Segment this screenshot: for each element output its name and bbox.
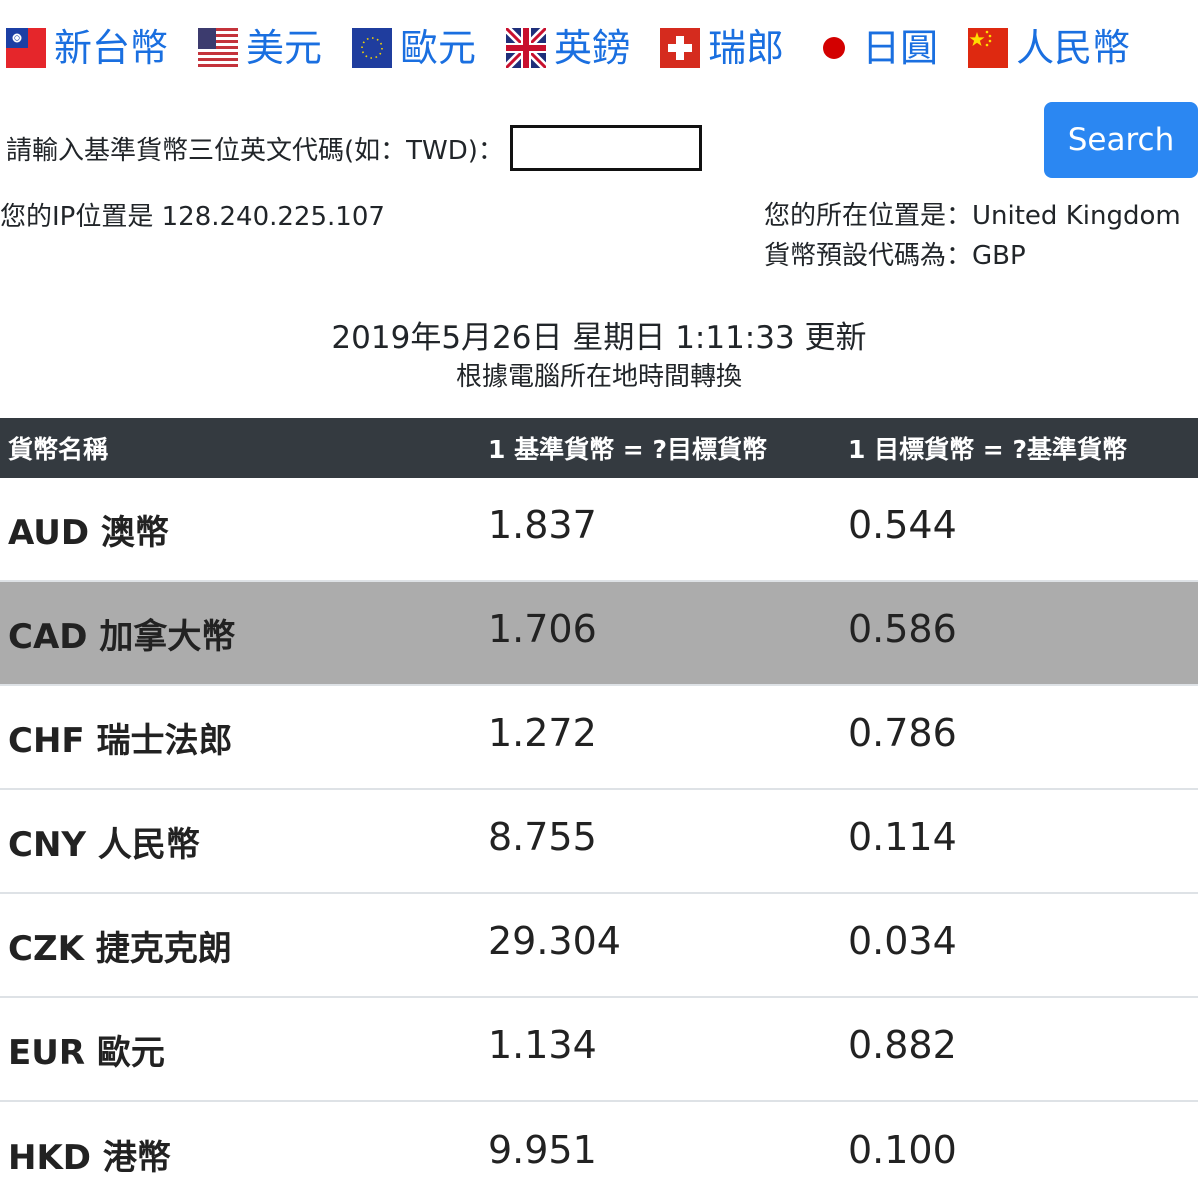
currency-name: CZK 捷克克朗 [8, 928, 232, 969]
column-header-currency: 貨幣名稱 [8, 435, 109, 464]
target-to-base-rate: 0.586 [848, 607, 957, 651]
nav-item-eur[interactable]: 歐元 [352, 22, 476, 74]
base-to-target-rate: 1.706 [488, 607, 597, 651]
swiss-flag-icon [660, 28, 701, 68]
nav-label: 瑞郎 [708, 26, 785, 70]
currency-name: AUD 澳幣 [8, 512, 169, 553]
base-to-target-rate: 1.134 [488, 1023, 597, 1067]
column-header-target-to-base: 1 目標貨幣 = ?基準貨幣 [848, 435, 1127, 464]
base-to-target-rate: 1.272 [488, 711, 597, 755]
base-to-target-rate: 9.951 [488, 1128, 597, 1172]
nav-item-gbp[interactable]: 英鎊 [506, 22, 630, 74]
search-row: 請輸入基準貨幣三位英文代碼(如：TWD)： [6, 122, 702, 174]
target-to-base-rate: 0.882 [848, 1023, 957, 1067]
table-row[interactable]: EUR 歐元 1.134 0.882 [0, 998, 1198, 1102]
base-to-target-rate: 29.304 [488, 919, 621, 963]
location-text: 您的所在位置是：United Kingdom [764, 201, 1181, 231]
search-button[interactable]: Search [1044, 102, 1198, 178]
target-to-base-rate: 0.100 [848, 1128, 957, 1172]
table-row[interactable]: CNY 人民幣 8.755 0.114 [0, 790, 1198, 894]
location-info: 您的所在位置是：United Kingdom 貨幣預設代碼為：GBP [764, 196, 1181, 276]
currency-nav: 新台幣 美元 [6, 22, 1160, 74]
table-row[interactable]: CAD 加拿大幣 1.706 0.586 [0, 582, 1198, 686]
nav-item-usd[interactable]: 美元 [198, 22, 322, 74]
currency-name: CAD 加拿大幣 [8, 616, 236, 657]
currency-name: CNY 人民幣 [8, 824, 200, 865]
china-flag-icon [968, 28, 1009, 68]
target-to-base-rate: 0.544 [848, 503, 957, 547]
nav-label: 日圓 [862, 26, 939, 70]
target-to-base-rate: 0.786 [848, 711, 957, 755]
default-code-text: 貨幣預設代碼為：GBP [764, 241, 1026, 271]
ip-address-text: 您的IP位置是 128.240.225.107 [0, 202, 385, 232]
update-timestamp: 2019年5月26日 星期日 1:11:33 更新 [331, 320, 867, 356]
base-to-target-rate: 1.837 [488, 503, 597, 547]
uk-flag-icon [506, 28, 547, 68]
base-to-target-rate: 8.755 [488, 815, 597, 859]
table-header: 貨幣名稱 1 基準貨幣 = ?目標貨幣 1 目標貨幣 = ?基準貨幣 [0, 418, 1198, 478]
currency-name: HKD 港幣 [8, 1137, 171, 1178]
nav-item-cny[interactable]: 人民幣 [968, 22, 1130, 74]
nav-item-chf[interactable]: 瑞郎 [660, 22, 784, 74]
table-row[interactable]: CHF 瑞士法郎 1.272 0.786 [0, 686, 1198, 790]
usa-flag-icon [198, 28, 239, 68]
nav-label: 新台幣 [54, 26, 169, 70]
column-header-base-to-target: 1 基準貨幣 = ?目標貨幣 [488, 435, 767, 464]
search-label: 請輸入基準貨幣三位英文代碼(如：TWD)： [6, 135, 504, 166]
nav-label: 歐元 [400, 26, 477, 70]
nav-label: 美元 [246, 26, 323, 70]
nav-item-twd[interactable]: 新台幣 [6, 22, 168, 74]
currency-code-input[interactable] [509, 125, 702, 171]
nav-label: 英鎊 [554, 26, 631, 70]
exchange-rate-table: 貨幣名稱 1 基準貨幣 = ?目標貨幣 1 目標貨幣 = ?基準貨幣 AUD 澳… [0, 418, 1198, 1200]
timezone-note: 根據電腦所在地時間轉換 [455, 362, 742, 392]
japan-flag-icon [814, 28, 855, 68]
taiwan-flag-icon [6, 28, 46, 68]
table-row[interactable]: AUD 澳幣 1.837 0.544 [0, 478, 1198, 582]
table-row[interactable]: CZK 捷克克朗 29.304 0.034 [0, 894, 1198, 998]
nav-item-jpy[interactable]: 日圓 [814, 22, 938, 74]
currency-name: EUR 歐元 [8, 1032, 165, 1073]
update-info: 2019年5月26日 星期日 1:11:33 更新 根據電腦所在地時間轉換 [0, 318, 1198, 396]
nav-label: 人民幣 [1016, 26, 1131, 70]
target-to-base-rate: 0.034 [848, 919, 957, 963]
table-row[interactable]: HKD 港幣 9.951 0.100 [0, 1102, 1198, 1200]
eu-flag-icon [352, 28, 393, 68]
target-to-base-rate: 0.114 [848, 815, 957, 859]
currency-name: CHF 瑞士法郎 [8, 720, 233, 761]
